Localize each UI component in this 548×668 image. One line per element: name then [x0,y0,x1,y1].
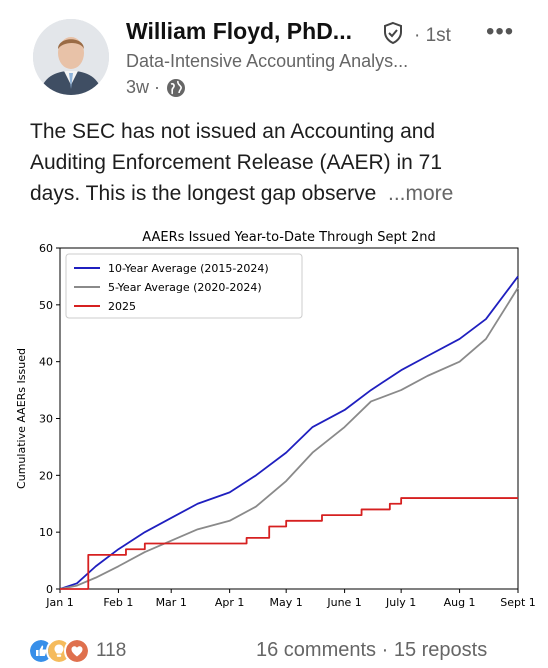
legend-box [65,253,303,319]
x-tick-label: Apr 1 [215,596,245,609]
aaer-line-chart: AAERs Issued Year-to-Date Through Sept 2… [0,222,548,622]
love-icon [64,638,90,664]
x-tick-label: Jan 1 [45,596,73,609]
x-tick-label: Sept 1 [500,596,536,609]
legend-label-3: 2025 [108,300,136,313]
y-tick-label: 40 [39,356,53,369]
legend-label-1: 10-Year Average (2015-2024) [108,262,269,275]
post-text-line-last: days. This is the longest gap observe ..… [30,178,520,209]
post-text: The SEC has not issued an Accounting and… [30,116,520,209]
post-meta: 3w · [126,77,186,98]
x-tick-label: Mar 1 [156,596,187,609]
post-text-line: The SEC has not issued an Accounting and [30,120,436,143]
y-tick-label: 30 [39,413,53,426]
more-options-icon[interactable]: ••• [486,18,515,45]
series-line-1 [59,275,519,590]
author-avatar[interactable] [33,19,109,95]
y-axis-label: Cumulative AAERs Issued [15,348,28,489]
post-time: 3w · [126,77,161,97]
y-tick-label: 0 [46,583,53,596]
chart-image[interactable]: AAERs Issued Year-to-Date Through Sept 2… [0,222,548,622]
reactions-summary[interactable]: 118 [28,638,126,664]
x-tick-label: July 1 [385,596,416,609]
y-tick-label: 20 [39,469,53,482]
series-line-2 [59,287,519,590]
chart-title: AAERs Issued Year-to-Date Through Sept 2… [142,230,435,245]
x-tick-label: Feb 1 [103,596,133,609]
y-tick-label: 50 [39,299,53,312]
verified-shield-icon [384,21,402,45]
legend-label-2: 5-Year Average (2020-2024) [108,281,262,294]
series-line-3 [60,497,518,590]
connection-degree: · 1st [414,25,451,46]
comments-reposts-count[interactable]: 16 comments · 15 reposts [256,639,488,661]
y-tick-label: 60 [39,242,53,255]
x-tick-label: Aug 1 [444,596,476,609]
x-tick-label: May 1 [270,596,303,609]
globe-icon [167,78,186,97]
author-headline: Data-Intensive Accounting Analys... [126,51,409,71]
see-more-link[interactable]: ...more [388,182,454,205]
reaction-count: 118 [96,640,127,661]
y-tick-label: 10 [39,526,53,539]
post-text-line: Auditing Enforcement Release (AAER) in 7… [30,151,443,174]
x-tick-label: June 1 [326,596,361,609]
author-name[interactable]: William Floyd, PhD... [126,18,352,44]
post-text-line: days. This is the longest gap observe [30,182,377,205]
